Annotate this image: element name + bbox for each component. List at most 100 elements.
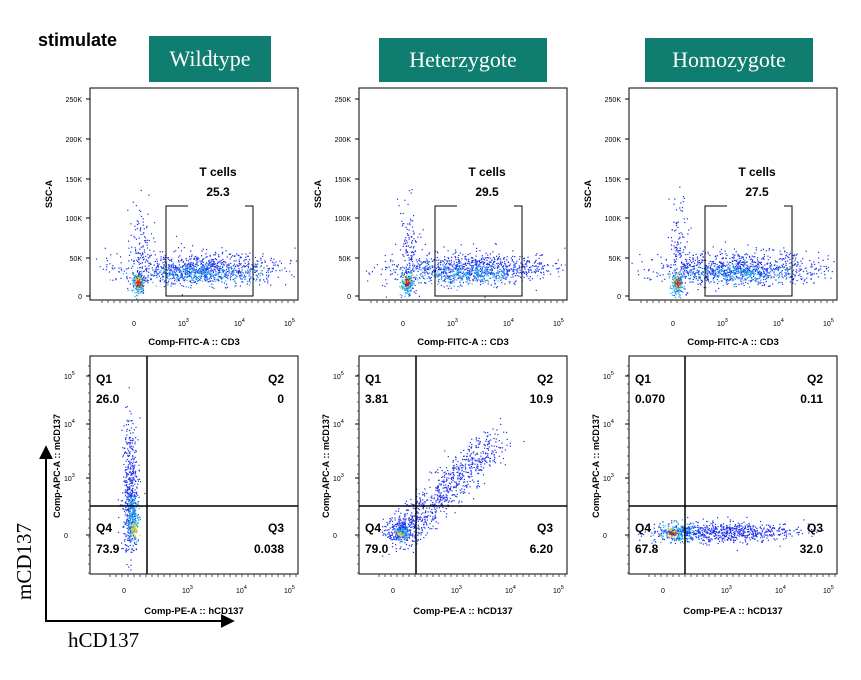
event-dot — [747, 282, 749, 285]
event-dot — [132, 272, 134, 274]
event-dot — [234, 277, 236, 280]
event-dot — [205, 256, 207, 258]
event-dot — [732, 271, 734, 273]
event-dot — [722, 274, 724, 276]
event-dot — [669, 273, 671, 275]
event-dot — [127, 280, 130, 282]
event-dot — [743, 269, 745, 271]
event-dot — [497, 280, 499, 282]
event-dot — [680, 209, 682, 211]
event-dot — [247, 265, 249, 267]
event-dot — [767, 267, 769, 269]
event-dot — [741, 274, 743, 276]
event-dot — [188, 271, 190, 273]
event-dot — [118, 516, 120, 519]
event-dot — [746, 268, 748, 270]
event-dot — [675, 271, 677, 273]
event-dot — [114, 267, 116, 269]
event-dot — [792, 257, 794, 259]
event-dot — [396, 198, 399, 200]
event-dot — [483, 277, 485, 279]
event-dot — [270, 257, 272, 259]
event-dot — [686, 218, 688, 220]
event-dot — [184, 271, 186, 273]
event-dot — [254, 266, 256, 268]
event-dot — [409, 272, 411, 275]
event-dot — [403, 286, 405, 288]
event-dot — [505, 263, 507, 265]
event-dot — [476, 276, 479, 278]
event-dot — [230, 253, 232, 255]
event-dot — [489, 269, 491, 271]
event-dot — [770, 265, 772, 268]
event-dot — [399, 282, 401, 284]
x-tick-label: 103 — [182, 585, 193, 595]
x-axis-title: Comp-FITC-A :: CD3 — [687, 337, 778, 348]
event-dot — [735, 283, 737, 285]
event-dot — [446, 261, 448, 263]
event-dot — [385, 279, 387, 281]
event-dot — [487, 257, 490, 259]
event-dot — [469, 280, 471, 282]
event-dot — [651, 259, 653, 261]
event-dot — [191, 268, 193, 270]
event-dot — [444, 267, 446, 269]
event-dot — [452, 264, 454, 266]
event-dot — [487, 257, 489, 259]
event-dot — [162, 268, 164, 270]
event-dot — [467, 254, 469, 256]
event-dot — [215, 273, 217, 275]
event-dot — [769, 285, 771, 287]
event-dot — [393, 271, 395, 273]
event-dot — [708, 263, 710, 265]
event-dot — [156, 272, 158, 274]
event-dot — [541, 254, 543, 256]
event-dot — [748, 255, 751, 257]
event-dot — [403, 223, 405, 225]
event-dot — [723, 270, 725, 272]
y-tick-label: 0 — [78, 294, 82, 301]
event-dot — [152, 275, 155, 277]
event-dot — [516, 260, 518, 262]
event-dot — [690, 271, 692, 273]
event-dot — [541, 266, 543, 268]
event-dot — [193, 270, 195, 272]
event-dot — [194, 276, 196, 278]
event-dot — [180, 276, 182, 278]
event-dot — [675, 283, 677, 285]
event-dot — [757, 264, 759, 266]
event-dot — [512, 276, 514, 278]
event-dot — [675, 291, 677, 293]
event-dot — [405, 266, 407, 268]
event-dot — [290, 260, 292, 262]
event-dot — [154, 274, 156, 276]
event-dot — [707, 274, 709, 276]
event-dot — [124, 538, 126, 541]
event-dot — [725, 257, 727, 259]
event-dot — [520, 266, 522, 268]
event-dot — [141, 277, 144, 280]
event-dot — [740, 269, 742, 271]
event-dot — [767, 255, 769, 257]
event-dot — [411, 274, 413, 276]
event-dot — [678, 238, 680, 240]
event-dot — [765, 273, 767, 275]
event-dot — [795, 271, 797, 273]
event-dot — [141, 278, 143, 280]
event-dot — [733, 271, 735, 273]
event-dot — [164, 280, 166, 282]
event-dot — [720, 262, 722, 264]
event-dot — [743, 258, 745, 261]
event-dot — [176, 280, 178, 282]
event-dot — [763, 256, 765, 258]
event-dot — [479, 274, 482, 276]
event-dot — [147, 257, 149, 259]
event-dot — [458, 262, 460, 264]
event-dot — [140, 255, 142, 257]
event-dot — [681, 274, 683, 276]
event-dot — [235, 277, 237, 279]
event-dot — [745, 261, 747, 263]
event-dot — [192, 279, 194, 281]
event-dot — [120, 277, 122, 279]
event-dot — [735, 260, 738, 263]
